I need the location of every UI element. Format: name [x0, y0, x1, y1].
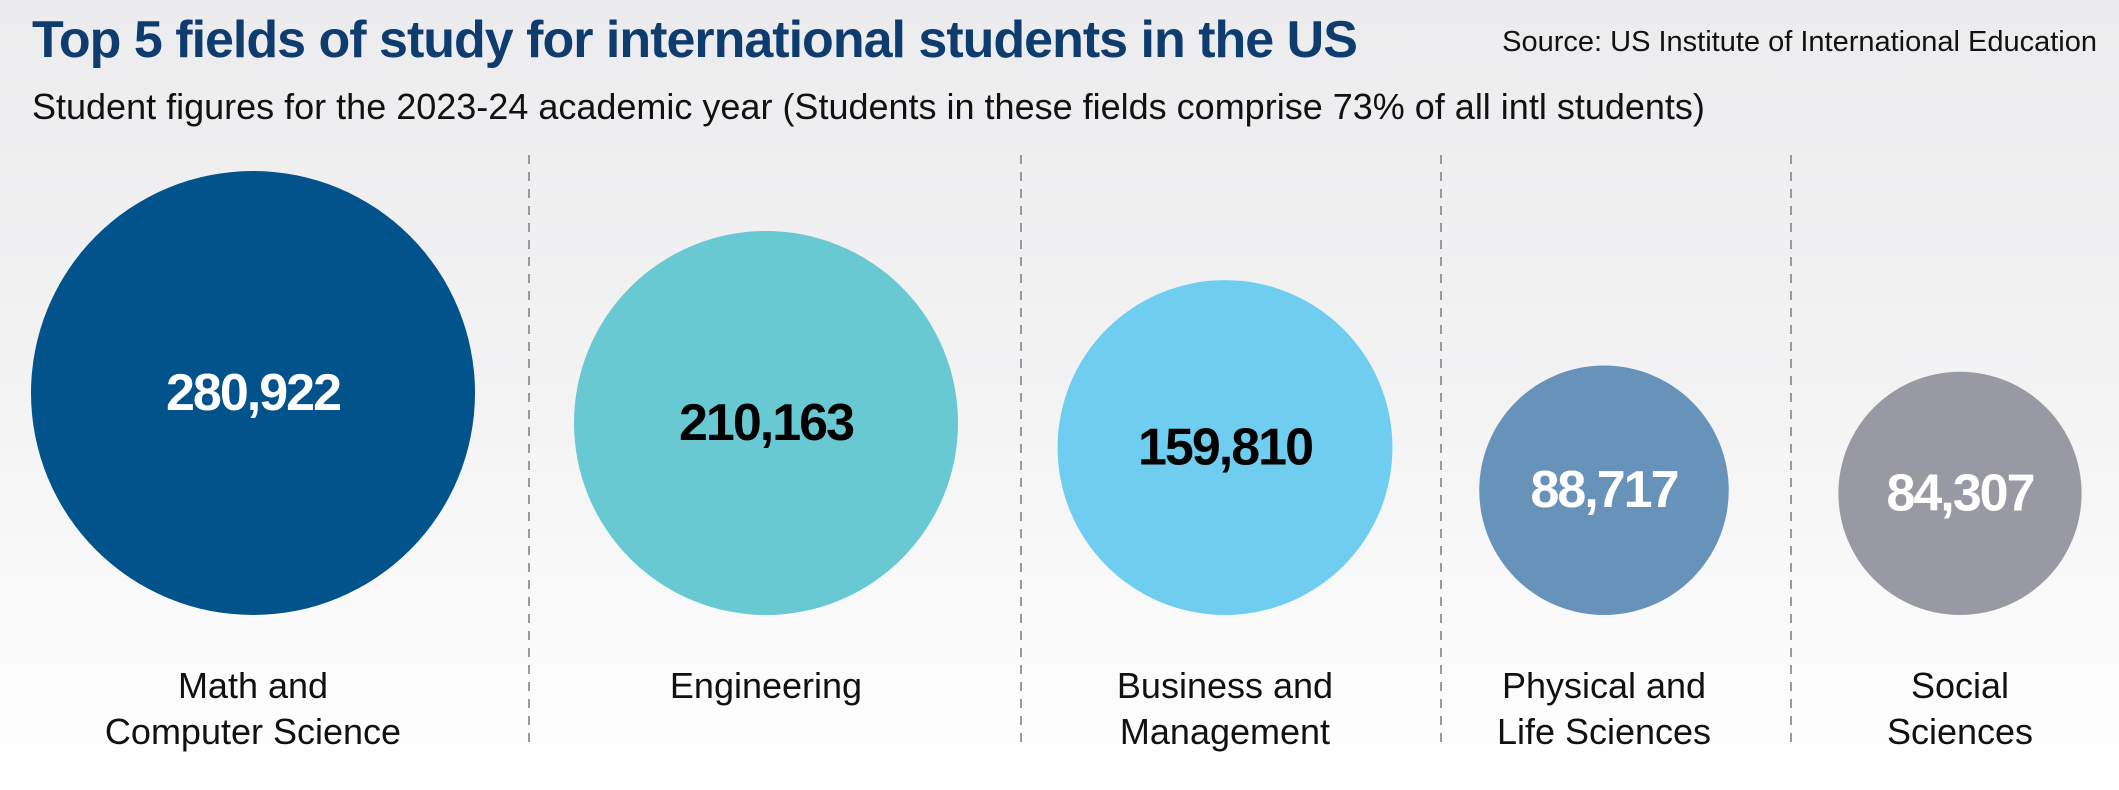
category-label: Business and — [1117, 665, 1333, 706]
bubble-4 — [1838, 371, 2082, 615]
value-label: 280,922 — [166, 364, 340, 422]
category-label: Math and — [178, 665, 328, 706]
bubble-2 — [1057, 280, 1393, 615]
category-label: Social — [1911, 665, 2009, 706]
value-label: 88,717 — [1530, 461, 1677, 519]
chart-title: Top 5 fields of study for international … — [32, 11, 1358, 69]
value-label: 210,163 — [679, 394, 854, 452]
bubble-1 — [573, 230, 959, 615]
category-label: Life Sciences — [1497, 711, 1711, 752]
category-label: Management — [1120, 711, 1330, 752]
chart-subtitle: Student figures for the 2023-24 academic… — [32, 86, 1705, 127]
source-note: Source: US Institute of International Ed… — [1502, 26, 2097, 58]
bubble-3 — [1479, 365, 1729, 615]
category-label: Physical and — [1502, 665, 1706, 706]
category-label: Sciences — [1887, 711, 2033, 752]
bubble-0 — [31, 171, 475, 615]
category-label: Engineering — [670, 665, 862, 706]
value-label: 159,810 — [1138, 419, 1312, 477]
category-label: Computer Science — [105, 711, 401, 752]
value-label: 84,307 — [1886, 464, 2033, 522]
